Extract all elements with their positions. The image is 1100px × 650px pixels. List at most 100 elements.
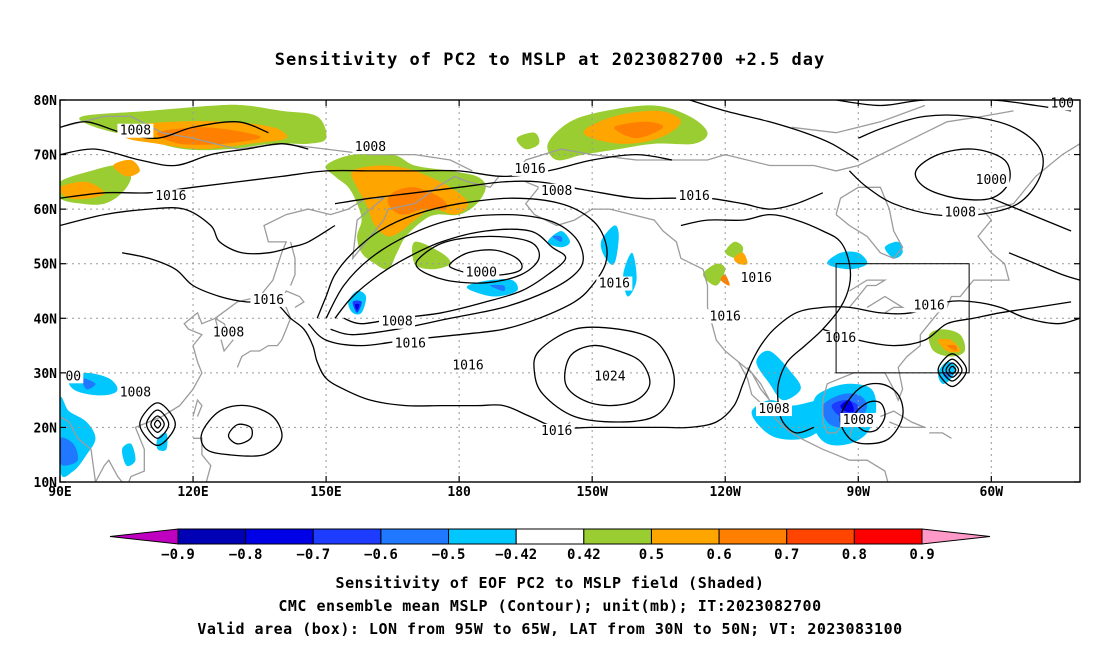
- mslp-contour: [150, 415, 165, 433]
- contour-label-bg: [973, 172, 1010, 187]
- mslp-contours: [60, 100, 1080, 457]
- contour-label: 1008: [945, 206, 976, 221]
- valid-area-box: [835, 263, 970, 374]
- mslp-contour: [334, 228, 567, 325]
- sensitivity-region: [113, 159, 140, 177]
- contour-label-bg: [117, 385, 154, 400]
- mslp-contour: [848, 114, 1044, 217]
- sensitivity-region: [156, 432, 168, 452]
- mslp-contour: [139, 402, 176, 447]
- lon-label: 90E: [48, 485, 71, 500]
- contour-label-bg: [942, 205, 979, 220]
- contour-label-bg: [152, 189, 189, 204]
- coastline: [140, 504, 189, 531]
- contour-label: 1016: [914, 298, 945, 313]
- lon-label: 60W: [980, 485, 1004, 500]
- contour-label-bg: [250, 292, 287, 307]
- mslp-contour: [1008, 252, 1080, 281]
- coastline: [289, 241, 296, 286]
- caption-valid-area: Valid area (box): LON from 95W to 65W, L…: [197, 620, 903, 638]
- contour-label: 1016: [679, 189, 710, 204]
- contour-label-bg: [117, 123, 154, 138]
- mslp-contour: [533, 326, 675, 423]
- sensitivity-region: [516, 132, 540, 150]
- lat-label: 40N: [34, 312, 58, 327]
- mslp-contour: [145, 409, 170, 439]
- lon-label: 180: [447, 485, 471, 500]
- contour-label-bg: [840, 412, 877, 427]
- coastline: [60, 175, 500, 482]
- lat-label: 60N: [34, 203, 58, 218]
- coastline: [991, 143, 1080, 210]
- contour-label: 1016: [514, 162, 545, 177]
- contour-label: 1016: [825, 331, 856, 346]
- sensitivity-region: [733, 252, 748, 265]
- coastline: [929, 432, 952, 439]
- contour-label-bg: [538, 183, 575, 198]
- contour-label: 1016: [710, 309, 741, 324]
- sensitivity-region: [552, 235, 563, 242]
- contour-label-bg: [352, 140, 389, 155]
- coastline: [725, 110, 1014, 172]
- contour-label-bg: [463, 265, 500, 280]
- coastline: [866, 295, 905, 314]
- caption-shading: Sensitivity of EOF PC2 to MSLP field (Sh…: [335, 574, 765, 592]
- contour-label: 1016: [452, 358, 483, 373]
- lat-label: 30N: [34, 367, 58, 382]
- sensitivity-region: [60, 437, 79, 466]
- contour-label-bg: [822, 331, 859, 346]
- mslp-contour: [227, 423, 253, 445]
- contour-label: 1016: [541, 424, 572, 439]
- coastline: [835, 186, 904, 260]
- mslp-contour: [945, 362, 960, 378]
- contour-label: 1000: [466, 266, 497, 281]
- coastline: [791, 104, 926, 134]
- lon-label: 120E: [177, 485, 208, 500]
- contour-label: 1016: [395, 337, 426, 352]
- map-frame: [59, 99, 1081, 483]
- coastline: [236, 290, 305, 368]
- lat-label: 80N: [34, 94, 58, 109]
- contour-label: 1008: [213, 326, 244, 341]
- sensitivity-region: [614, 121, 664, 139]
- page-title: Sensitivity of PC2 to MSLP at 2023082700…: [274, 50, 826, 70]
- contour-label-bg: [738, 271, 775, 286]
- sensitivity-region: [490, 284, 506, 291]
- contour-label-bg: [512, 161, 549, 176]
- sensitivity-region: [827, 251, 868, 270]
- contour-label-bg: [210, 325, 247, 340]
- sensitivity-region: [354, 303, 360, 311]
- sensitivity-region: [600, 225, 619, 265]
- mslp-contour: [991, 197, 1072, 232]
- mslp-contour-labels: 1008 1008 1016 1016 1008 1016 1000 1008 1000 1016…: [63, 96, 1077, 439]
- mslp-contour: [836, 100, 1072, 112]
- map-axis-labels: 90E 120E 150E 180 150W 120W 90W 60W 10N 20N 30N 40N…: [34, 94, 1080, 500]
- contour-label-bg: [63, 369, 84, 384]
- contour-label: 1024: [594, 369, 625, 384]
- valid-area-rectangle: [835, 263, 970, 374]
- mslp-contour: [121, 252, 1080, 429]
- coastline: [822, 208, 1010, 439]
- mslp-contour: [200, 404, 283, 457]
- contour-label: 1016: [253, 293, 284, 308]
- mslp-contour: [822, 301, 1072, 347]
- contour-label-bg: [392, 336, 429, 351]
- coastline: [880, 410, 926, 429]
- contour-label: 1008: [120, 386, 151, 401]
- contour-label: 100: [1051, 96, 1074, 111]
- sensitivity-region: [60, 181, 105, 200]
- map-background: [60, 100, 1080, 482]
- lat-label: 50N: [34, 258, 58, 273]
- contour-label-bg: [676, 189, 713, 204]
- mslp-contour: [153, 419, 162, 429]
- contour-label: 1008: [758, 402, 789, 417]
- sensitivity-region: [157, 127, 261, 145]
- coastline: [82, 509, 122, 547]
- mslp-contour: [415, 235, 541, 284]
- contour-label: 1008: [355, 140, 386, 155]
- coastline: [511, 148, 726, 177]
- contour-label: 1016: [155, 189, 186, 204]
- sensitivity-region: [81, 378, 96, 390]
- mslp-contour: [60, 121, 269, 139]
